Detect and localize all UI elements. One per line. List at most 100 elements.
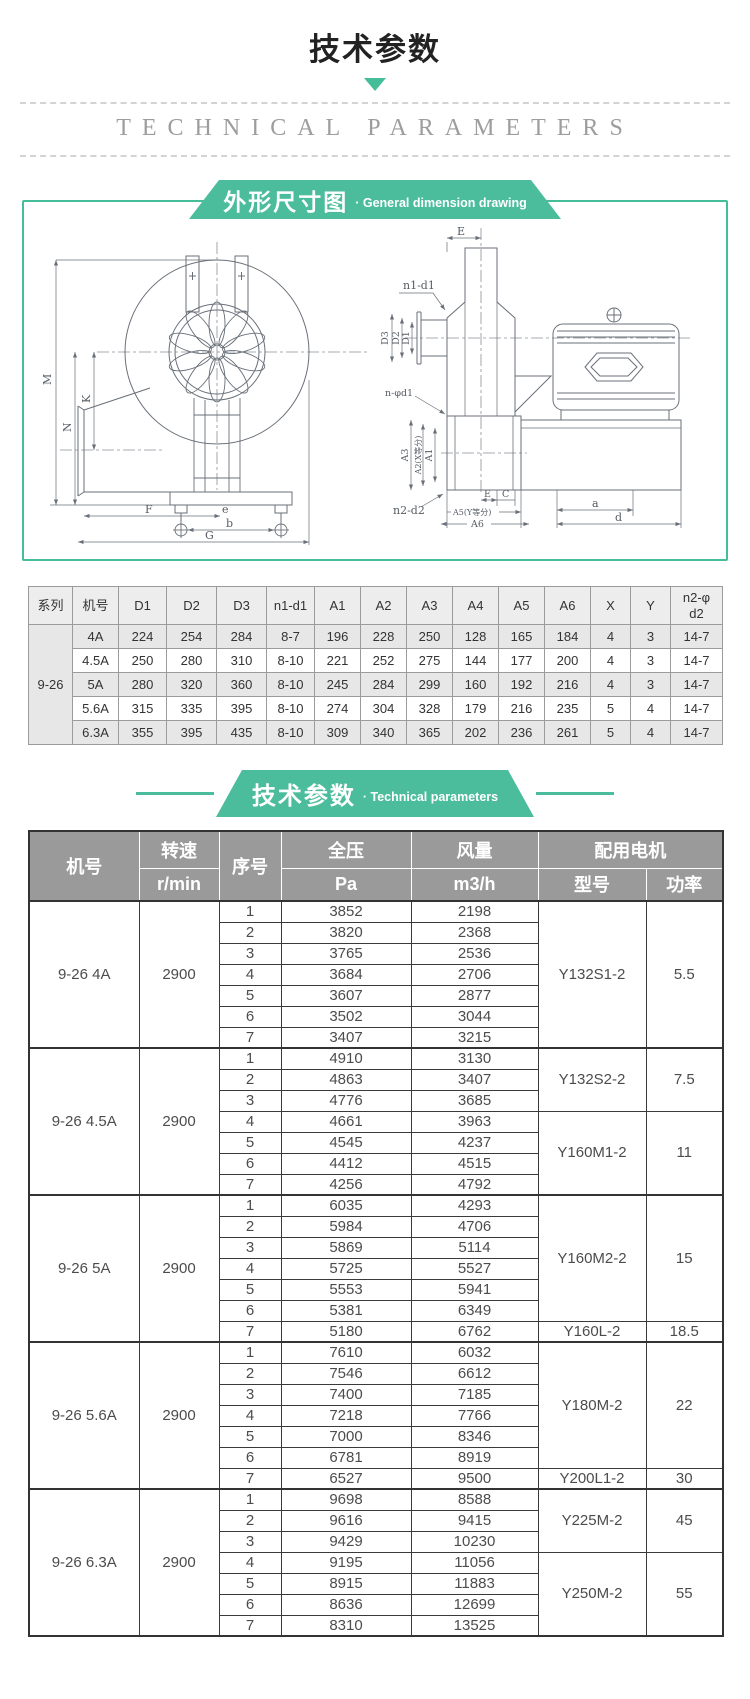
perf-row: 7 8310 13525: [29, 1614, 723, 1637]
serial-cell: 2: [218, 1068, 282, 1091]
dim-label-D2: D2: [391, 331, 402, 345]
pressure-cell: 9195: [280, 1551, 412, 1574]
dim-value-cell: 221: [314, 648, 361, 673]
dim-label-d: d: [615, 511, 622, 524]
dim-label-A5: A5(Y等分): [452, 507, 491, 517]
dim-value-cell: 202: [452, 720, 499, 745]
motor-power-cell: 11: [645, 1110, 724, 1196]
serial-cell: 4: [218, 963, 282, 986]
serial-cell: 4: [218, 1257, 282, 1280]
dim-value-cell: 235: [544, 696, 591, 721]
dim-row: 4.5A 250 280 310 8-10 221 252 275 144 177 200 4 3 14-…: [29, 648, 723, 673]
fan-model-cell: 9-26 5A: [28, 1194, 140, 1343]
flow-cell: 11056: [410, 1551, 539, 1574]
perf-row: 9-26 4.5A 2900 1 4910 3130 Y132S2-2 7.5: [28, 1047, 724, 1196]
pressure-cell: 8915: [280, 1572, 412, 1595]
pressure-cell: 7610: [280, 1341, 412, 1364]
flow-cell: 13525: [410, 1614, 539, 1637]
speed-cell: 2900: [138, 1341, 220, 1490]
pressure-cell: 4545: [280, 1131, 412, 1154]
pressure-cell: 4910: [280, 1047, 412, 1070]
speed-cell: 2900: [138, 900, 220, 1049]
pressure-cell: 3502: [280, 1005, 412, 1028]
dim-label-A2: A2(X等分): [413, 436, 423, 476]
dim-value-cell: 192: [498, 672, 545, 697]
dim-value-cell: 254: [166, 624, 217, 649]
dim-value-cell: 435: [216, 720, 267, 745]
dim-col-header: A2: [360, 586, 407, 625]
serial-cell: 5: [218, 1278, 282, 1301]
serial-cell: 3: [218, 1530, 282, 1553]
perf-row: 7 5180 6762 Y160L-2 18.5: [29, 1320, 724, 1343]
perf-row: 5 4545 4237: [29, 1131, 723, 1154]
flow-cell: 5941: [410, 1278, 539, 1301]
speed-cell: 2900: [138, 1047, 220, 1196]
pressure-cell: 5381: [280, 1299, 412, 1322]
serial-cell: 6: [218, 1152, 282, 1175]
pressure-cell: 8310: [280, 1614, 412, 1637]
dim-value-cell: 275: [406, 648, 453, 673]
divider-dashed-bottom: [20, 155, 730, 157]
motor-type-cell: Y225M-2: [537, 1488, 647, 1553]
dim-col-header: D1: [118, 586, 167, 625]
dim-value-cell: 261: [544, 720, 591, 745]
serial-cell: 3: [218, 1089, 282, 1112]
col-header-motor-power: 功率: [645, 867, 724, 902]
flow-cell: 2198: [410, 900, 539, 923]
dim-col-header: D2: [166, 586, 217, 625]
model-cell: 6.3A: [72, 720, 119, 745]
ribbon-title-cn: 技术参数: [251, 783, 356, 810]
flow-cell: 10230: [410, 1530, 539, 1553]
perf-row: 3 3765 2536: [29, 942, 723, 965]
motor-power-cell: 15: [645, 1194, 724, 1322]
dim-value-cell: 5: [590, 696, 631, 721]
serial-cell: 1: [218, 900, 282, 923]
serial-cell: 3: [218, 942, 282, 965]
performance-table-body: 9-26 4A 2900 1 3852 2198 Y132S1-2 5.5 2 3820 2368…: [28, 900, 724, 1637]
motor-type-cell: Y250M-2: [537, 1551, 647, 1637]
dim-label-D1: D1: [401, 331, 412, 345]
dim-col-header: n1-d1: [266, 586, 315, 625]
dim-col-header: n2-φ d2: [670, 586, 723, 625]
pressure-cell: 3607: [280, 984, 412, 1007]
dim-value-cell: 216: [498, 696, 545, 721]
dim-col-header: A1: [314, 586, 361, 625]
perf-row: 2 7546 6612: [29, 1362, 723, 1385]
pressure-cell: 9616: [280, 1509, 412, 1532]
serial-cell: 2: [218, 1215, 282, 1238]
perf-row: 9-26 5A 2900 1 6035 4293 Y160M2-2 15: [28, 1194, 724, 1343]
serial-cell: 1: [218, 1194, 282, 1217]
support-straps: [185, 255, 249, 313]
dim-value-cell: 395: [216, 696, 267, 721]
base-plate: [169, 491, 293, 522]
dim-row: 9-26 4A 224 254 284 8-7 196 228 250 128 165 184 4 3 14…: [28, 624, 723, 745]
support-bracket: [514, 375, 553, 414]
flow-cell: 6762: [410, 1320, 539, 1343]
perf-row: 6 8636 12699: [29, 1593, 723, 1616]
perf-row: 7 4256 4792: [29, 1173, 723, 1196]
flow-cell: 8588: [410, 1488, 539, 1511]
perf-row: 7 6527 9500 Y200L1-2 30: [29, 1467, 724, 1490]
dim-value-cell: 14-7: [670, 696, 723, 721]
dim-value-cell: 177: [498, 648, 545, 673]
pressure-cell: 9429: [280, 1530, 412, 1553]
dim-value-cell: 160: [452, 672, 499, 697]
serial-cell: 1: [218, 1047, 282, 1070]
pressure-cell: 7546: [280, 1362, 412, 1385]
serial-cell: 7: [218, 1320, 282, 1343]
dim-value-cell: 280: [118, 672, 167, 697]
centerlines: [405, 228, 693, 492]
fan-model-cell: 9-26 4.5A: [28, 1047, 140, 1196]
flow-cell: 4293: [410, 1194, 539, 1217]
divider-dashed-top: [20, 102, 730, 104]
flow-cell: 4792: [410, 1173, 539, 1196]
flow-cell: 5114: [410, 1236, 539, 1259]
dim-value-cell: 144: [452, 648, 499, 673]
motor-type-cell: Y160L-2: [537, 1320, 647, 1343]
dim-value-cell: 8-7: [266, 624, 315, 649]
dim-value-cell: 8-10: [266, 648, 315, 673]
flow-cell: 11883: [410, 1572, 539, 1595]
col-header-no: 序号: [218, 830, 282, 902]
